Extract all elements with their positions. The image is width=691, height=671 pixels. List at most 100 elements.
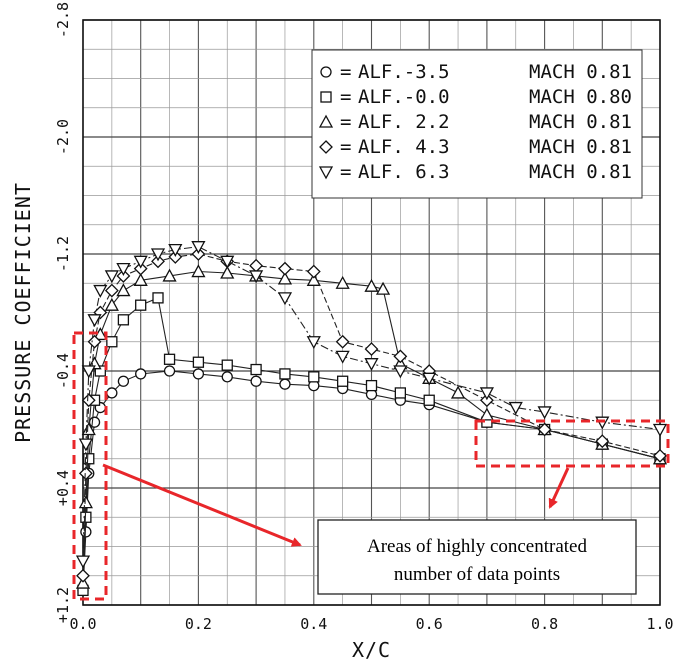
data-point-square — [423, 394, 435, 406]
data-point-triangle-down — [652, 423, 668, 437]
data-point-square — [163, 353, 176, 365]
y-tick-label: +0.4 — [54, 470, 72, 506]
legend-mach: MACH 0.81 — [529, 136, 632, 158]
data-point-circle — [279, 378, 291, 390]
x-tick-label: 0.2 — [185, 615, 212, 633]
data-point-triangle-down — [78, 438, 93, 452]
data-point-square — [394, 387, 407, 399]
data-point-square — [94, 365, 106, 377]
tick-labels: 0.0 0.2 0.4 0.6 0.8 1.0 -2.8 -2.0 -1.2 -0.4 +0.4 +1… — [54, 2, 674, 633]
data-point-square — [279, 368, 291, 380]
annotation-line-1: Areas of highly concentrated — [367, 536, 587, 557]
data-point-diamond — [335, 334, 350, 349]
legend-series-name: ALF. 4.3 — [358, 136, 450, 158]
data-point-diamond — [104, 283, 119, 298]
y-tick-label: +1.2 — [54, 587, 72, 623]
data-point-triangle-up — [81, 422, 96, 436]
data-point-diamond — [537, 422, 552, 437]
data-point-triangle-down — [537, 406, 552, 420]
x-tick-label: 0.6 — [416, 615, 443, 633]
data-point-circle — [135, 368, 147, 380]
data-point-diamond — [87, 334, 102, 349]
legend-entry: = ALF.-3.5 MACH 0.81 — [320, 61, 632, 83]
x-tick-label: 0.8 — [531, 615, 558, 633]
data-point-triangle-down — [220, 255, 235, 269]
series-triangle-down — [75, 241, 668, 569]
data-point-diamond — [76, 568, 90, 583]
data-point-triangle-down — [93, 284, 108, 298]
data-point-triangle-down — [508, 401, 523, 415]
data-point-circle — [163, 365, 176, 377]
data-point-circle — [106, 387, 118, 399]
data-point-triangle-down — [133, 255, 148, 269]
data-point-triangle-up — [116, 283, 131, 297]
data-point-square — [221, 359, 233, 371]
legend-marker-square — [320, 91, 332, 103]
legend: = ALF.-3.5 MACH 0.81 = ALF.-0.0 MACH 0.80 = ALF… — [311, 49, 643, 199]
legend-entry: = ALF. 2.2 MACH 0.81 — [318, 111, 632, 133]
data-point-diamond — [653, 448, 667, 463]
data-point-triangle-down — [335, 350, 350, 364]
legend-mach: MACH 0.81 — [529, 61, 632, 83]
legend-series-name: ALF.-0.0 — [358, 86, 450, 108]
y-tick-label: -0.4 — [54, 353, 72, 389]
data-point-square — [83, 453, 95, 465]
data-point-diamond — [81, 393, 96, 408]
legend-entry: = ALF. 4.3 MACH 0.81 — [319, 136, 632, 158]
data-point-triangle-up — [191, 264, 206, 278]
data-point-square — [365, 379, 378, 392]
data-point-triangle-down — [277, 292, 293, 306]
legend-entry: = ALF. 6.3 MACH 0.81 — [318, 161, 632, 183]
legend-mach: MACH 0.80 — [529, 86, 632, 108]
data-point-triangle-up — [364, 278, 379, 292]
data-point-square — [135, 299, 147, 311]
legend-series-name: ALF. 6.3 — [358, 161, 450, 183]
data-point-triangle-up — [375, 281, 391, 295]
legend-marker-diamond — [319, 140, 333, 154]
data-point-square — [152, 292, 164, 304]
legend-entry: = ALF.-0.0 MACH 0.80 — [320, 86, 632, 108]
data-point-triangle-down — [116, 262, 131, 276]
legend-series-name: ALF. 2.2 — [358, 111, 450, 133]
data-point-triangle-down — [249, 270, 264, 284]
data-point-triangle-down — [364, 358, 379, 372]
data-point-triangle-down — [75, 555, 91, 569]
data-point-triangle-up — [450, 385, 466, 399]
data-point-square — [106, 336, 118, 348]
plot-frame — [82, 19, 661, 606]
data-point-triangle-up — [104, 297, 119, 311]
x-tick-label: 1.0 — [646, 615, 673, 633]
data-point-triangle-up — [277, 271, 293, 285]
data-point-square — [192, 356, 205, 368]
data-point-circle — [88, 416, 101, 428]
data-point-diamond — [278, 261, 292, 276]
data-point-square — [308, 371, 320, 383]
data-point-triangle-down — [191, 241, 206, 255]
legend-mach: MACH 0.81 — [529, 111, 632, 133]
data-point-diamond — [78, 466, 93, 481]
x-axis-title: X/C — [352, 638, 391, 662]
series-line — [82, 370, 661, 591]
annotation-box — [317, 519, 637, 595]
series-line — [82, 246, 661, 562]
y-tick-label: -2.0 — [54, 119, 72, 155]
data-point-triangle-down — [168, 243, 183, 257]
data-point-triangle-up — [78, 495, 93, 509]
highlight-box-trailing-edge — [474, 419, 670, 468]
data-point-circle — [117, 375, 130, 387]
legend-marker-triangle-down — [318, 166, 334, 180]
data-point-square — [117, 314, 130, 326]
data-point-triangle-down — [306, 336, 321, 350]
arrow-to-trailing-edge-label — [548, 467, 570, 509]
legend-box — [311, 49, 643, 199]
data-point-triangle-up — [220, 265, 235, 279]
data-point-diamond — [364, 342, 379, 356]
annotation-layer: Areas of highly concentrated number of da… — [72, 331, 670, 601]
data-point-triangle-up — [479, 407, 494, 421]
data-point-triangle-down — [150, 248, 166, 262]
data-point-triangle-down — [422, 372, 437, 386]
data-point-diamond — [306, 264, 321, 279]
annotation-line-2: number of data points — [394, 564, 560, 585]
legend-equals: = — [340, 86, 351, 108]
